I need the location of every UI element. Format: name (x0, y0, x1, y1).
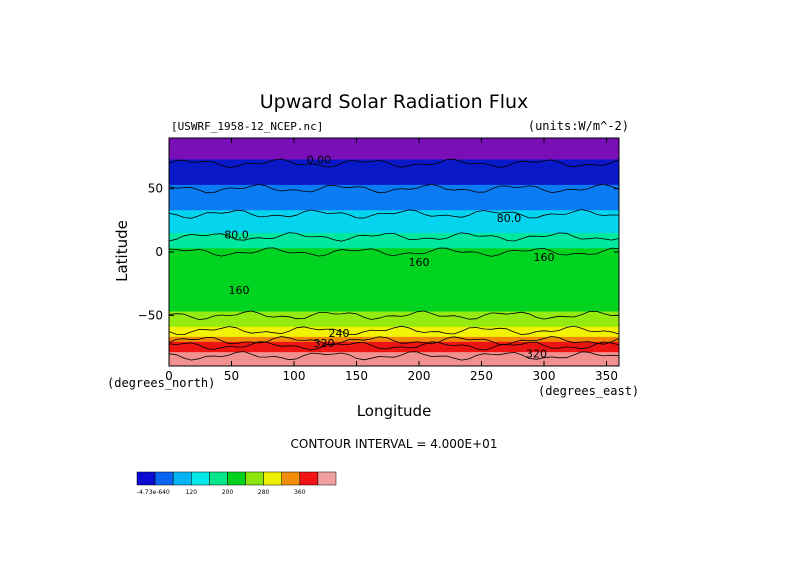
x-tick-label: 300 (533, 369, 556, 383)
x-tick-label: 250 (470, 369, 493, 383)
contour-line (169, 247, 619, 257)
y-unit-label: (degrees_north) (107, 376, 215, 390)
colorbar-swatch (172, 471, 192, 486)
colorbar-tick-label: 280 (258, 489, 270, 496)
colorbar-swatch (227, 471, 246, 486)
colorbar-swatch (317, 471, 337, 486)
contour-line (169, 310, 619, 321)
units-label: (units:W/m^-2) (528, 119, 629, 133)
y-axis-label: Latitude (113, 220, 131, 282)
contour-label: 160 (409, 256, 430, 269)
y-tick-label: 50 (148, 182, 163, 196)
colorbar-swatch (209, 471, 228, 486)
contour-line (169, 325, 619, 336)
x-tick-label: 100 (283, 369, 306, 383)
colorbar-tick-label: 200 (222, 489, 234, 496)
colorbar-tick-label: 40 (162, 489, 170, 496)
contour-label: 80.0 (497, 212, 522, 225)
contour-line (169, 341, 619, 351)
x-tick-label: 350 (595, 369, 618, 383)
x-axis: 0 50 100 150 200 250 300 350 (165, 138, 618, 383)
contour-label: 160 (534, 251, 555, 264)
contour-label: 80.0 (224, 228, 249, 241)
colorbar-labels: -4.73e-6 40 120 200 280 360 (137, 489, 306, 496)
colorbar-swatch (281, 471, 301, 486)
x-unit-label: (degrees_east) (538, 384, 639, 398)
colorbar-swatch (191, 471, 210, 486)
contour-label: 160 (229, 284, 250, 297)
contour-band-400 (169, 352, 619, 366)
x-tick-label: 150 (345, 369, 368, 383)
contour-label: 240 (329, 327, 350, 340)
contour-line (169, 335, 619, 346)
contour-line (169, 183, 619, 194)
contour-lines (169, 158, 619, 361)
contour-label: 320 (526, 347, 547, 360)
x-tick-label: 50 (224, 369, 239, 383)
contour-band-40 (169, 159, 619, 193)
x-tick-label: 0 (165, 369, 173, 383)
colorbar-tick-label: -4.73e-6 (137, 489, 162, 496)
y-tick-label: 0 (155, 245, 163, 259)
colorbar (136, 471, 337, 486)
colorbar-swatch (299, 471, 319, 486)
chart-title: Upward Solar Radiation Flux (260, 91, 529, 113)
colorbar-tick-label: 360 (294, 489, 306, 496)
colorbar-swatch (245, 471, 264, 486)
file-label: [USWRF_1958-12_NCEP.nc] (171, 120, 323, 133)
contour-band-200 (169, 248, 619, 320)
contour-line (169, 232, 619, 242)
y-axis: −50 0 50 (138, 182, 619, 322)
contour-line (169, 209, 619, 219)
colorbar-swatch (136, 471, 156, 486)
contour-band-80 (169, 184, 619, 219)
y-tick-label: −50 (138, 308, 163, 322)
colorbar-swatch (263, 471, 282, 486)
contour-line (169, 351, 619, 361)
colorbar-swatch (154, 471, 174, 486)
colorbar-tick-label: 120 (186, 489, 198, 496)
contour-label: 320 (314, 337, 335, 350)
contour-line (169, 158, 619, 169)
x-tick-label: 200 (408, 369, 431, 383)
x-axis-label: Longitude (357, 402, 432, 420)
contour-label: 0.00 (307, 154, 332, 167)
contour-interval-text: CONTOUR INTERVAL = 4.000E+01 (291, 437, 498, 451)
